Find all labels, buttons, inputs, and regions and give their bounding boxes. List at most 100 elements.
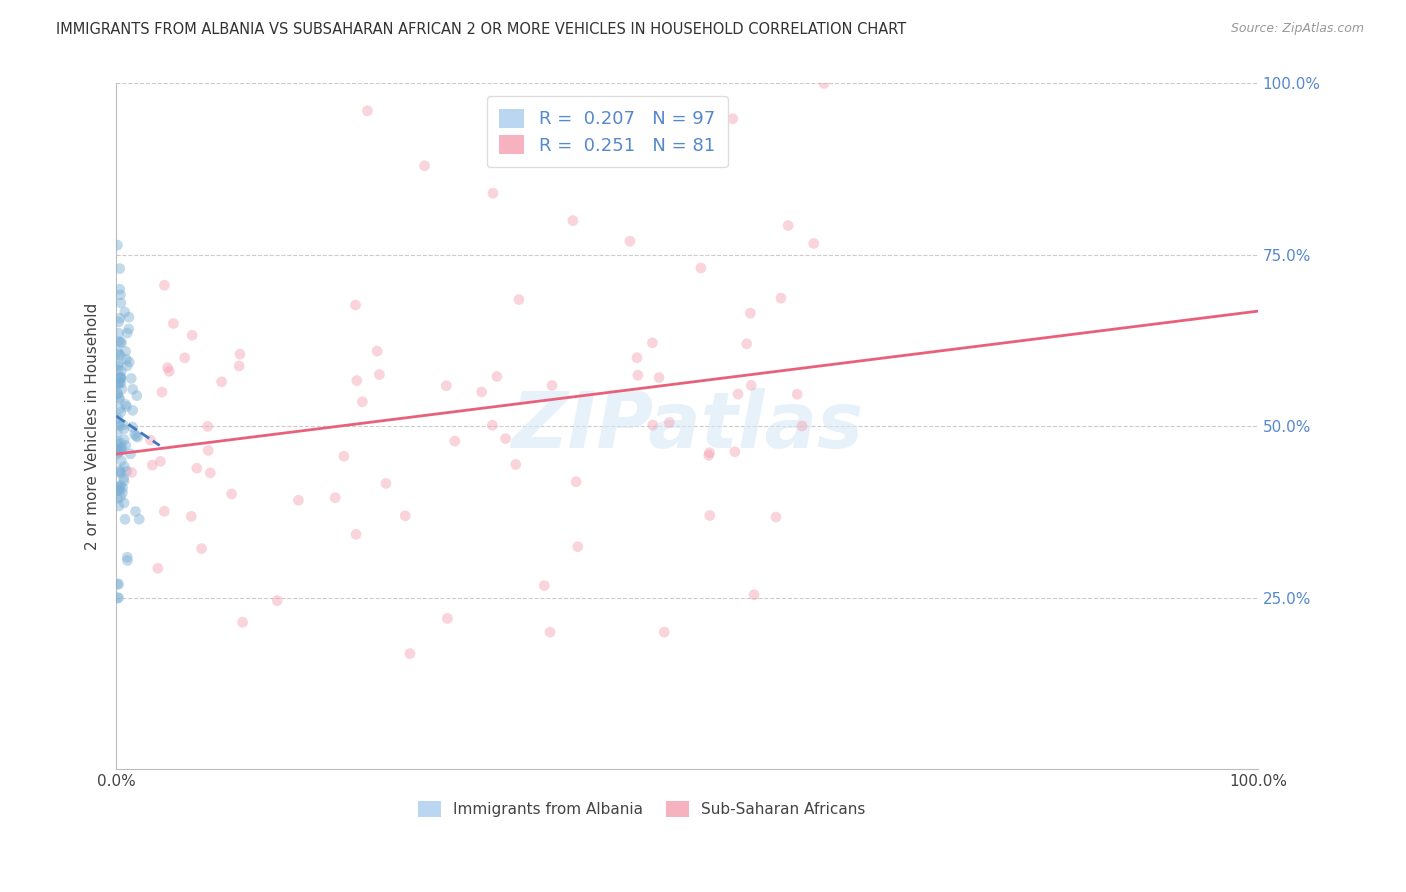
Point: [108, 282, 131, 296]
Point: [658, 416, 681, 430]
Point: [211, 375, 233, 389]
Point: [107, 411, 129, 425]
Point: [287, 493, 309, 508]
Point: [375, 476, 398, 491]
Point: [121, 466, 143, 480]
Point: [111, 441, 134, 455]
Point: [482, 186, 505, 201]
Point: [533, 579, 555, 593]
Point: [107, 491, 129, 506]
Point: [115, 359, 138, 373]
Point: [110, 490, 132, 504]
Point: [107, 499, 129, 513]
Point: [127, 430, 149, 444]
Point: [110, 288, 132, 302]
Point: [652, 625, 675, 640]
Point: [627, 368, 650, 383]
Point: [111, 481, 134, 495]
Point: [689, 260, 711, 275]
Point: [117, 550, 139, 565]
Point: [107, 386, 129, 401]
Point: [697, 448, 720, 462]
Point: [111, 485, 134, 500]
Point: [125, 389, 148, 403]
Point: [118, 322, 141, 336]
Point: [565, 475, 588, 489]
Point: [107, 444, 129, 458]
Point: [117, 553, 139, 567]
Point: [742, 588, 765, 602]
Point: [114, 397, 136, 411]
Point: [229, 347, 252, 361]
Point: [107, 434, 129, 449]
Point: [366, 344, 388, 359]
Point: [699, 446, 721, 460]
Point: [108, 465, 131, 479]
Point: [344, 527, 367, 541]
Point: [107, 447, 129, 461]
Point: [110, 349, 132, 363]
Point: [803, 236, 825, 251]
Point: [505, 458, 527, 472]
Point: [108, 261, 131, 276]
Point: [333, 449, 356, 463]
Point: [121, 382, 143, 396]
Point: [434, 378, 457, 392]
Point: [727, 387, 749, 401]
Point: [724, 444, 747, 458]
Point: [180, 509, 202, 524]
Point: [120, 447, 142, 461]
Point: [115, 400, 138, 414]
Point: [108, 347, 131, 361]
Point: [114, 344, 136, 359]
Point: [356, 103, 378, 118]
Point: [110, 443, 132, 458]
Text: Source: ZipAtlas.com: Source: ZipAtlas.com: [1230, 22, 1364, 36]
Point: [181, 328, 204, 343]
Point: [107, 591, 129, 605]
Point: [108, 376, 131, 390]
Point: [765, 510, 787, 524]
Point: [107, 483, 129, 498]
Point: [228, 359, 250, 373]
Point: [153, 278, 176, 293]
Point: [110, 371, 132, 385]
Point: [110, 405, 132, 419]
Point: [141, 458, 163, 472]
Point: [641, 418, 664, 433]
Point: [721, 112, 744, 126]
Point: [107, 238, 129, 252]
Point: [769, 291, 792, 305]
Point: [352, 394, 374, 409]
Point: [648, 370, 671, 384]
Point: [413, 159, 436, 173]
Point: [346, 374, 368, 388]
Point: [107, 345, 129, 359]
Point: [786, 387, 808, 401]
Point: [107, 359, 129, 373]
Point: [153, 504, 176, 518]
Point: [114, 305, 136, 319]
Point: [110, 376, 132, 390]
Point: [108, 392, 131, 406]
Point: [112, 474, 135, 488]
Point: [108, 443, 131, 458]
Point: [641, 335, 664, 350]
Point: [443, 434, 465, 448]
Point: [112, 496, 135, 510]
Point: [699, 508, 721, 523]
Point: [399, 647, 422, 661]
Point: [266, 593, 288, 607]
Point: [107, 357, 129, 371]
Point: [162, 317, 184, 331]
Point: [110, 370, 132, 384]
Point: [114, 438, 136, 452]
Point: [186, 461, 208, 475]
Point: [368, 368, 391, 382]
Point: [110, 335, 132, 350]
Point: [108, 401, 131, 416]
Point: [790, 419, 813, 434]
Point: [107, 376, 129, 390]
Point: [112, 471, 135, 485]
Point: [110, 296, 132, 310]
